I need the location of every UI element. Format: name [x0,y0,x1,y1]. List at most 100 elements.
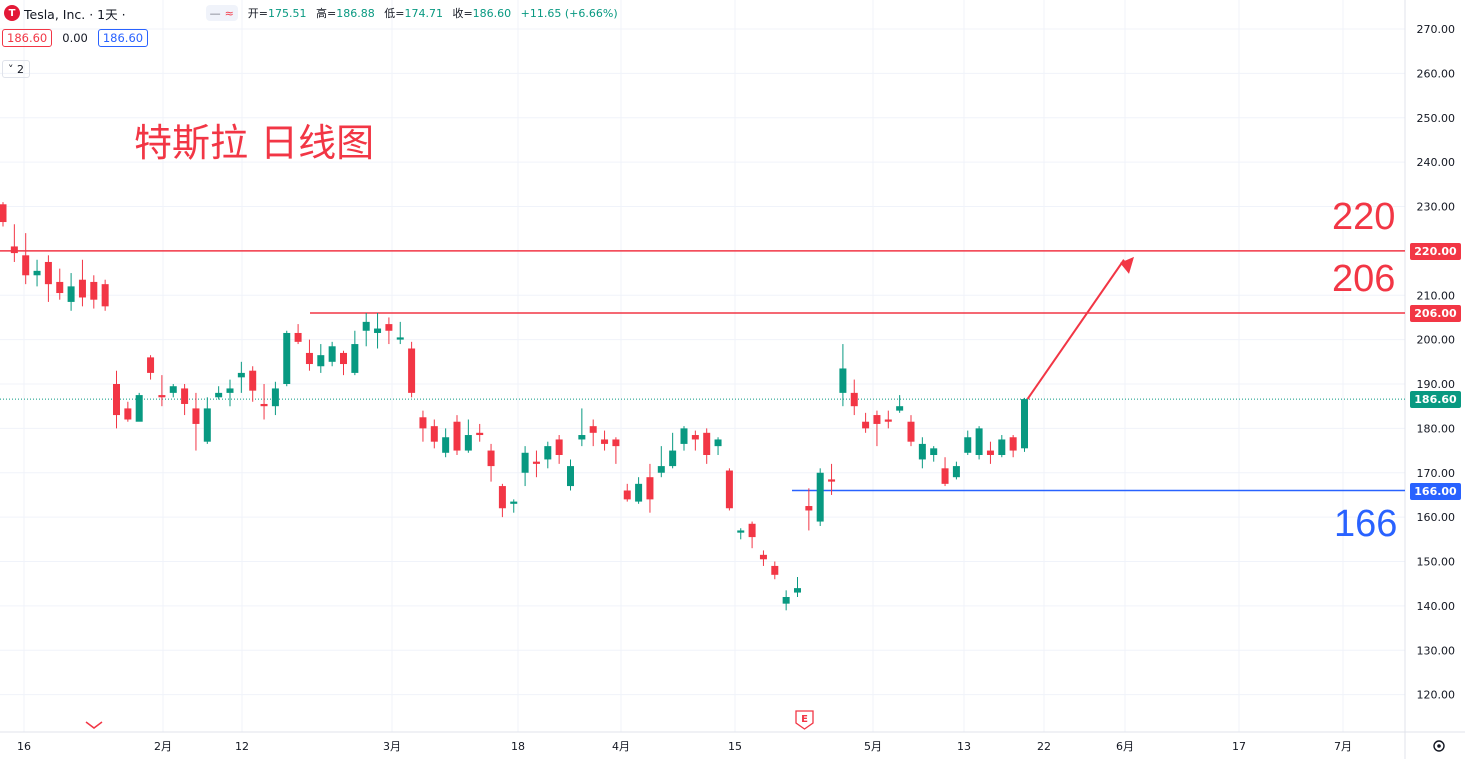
buy-button[interactable]: 186.60 [97,29,149,47]
candle [884,410,892,429]
candle-body [873,415,881,424]
y-tick-label: 170.00 [1417,467,1456,480]
minus-icon[interactable]: — [209,6,221,20]
candle-body [657,466,665,473]
level-166-label: 166 [1334,503,1398,545]
candle [192,392,200,451]
candle-body [521,452,529,473]
candle-body [578,435,586,440]
candle [680,426,688,451]
candle [759,550,767,566]
price-tag-220: 220.00 [1410,243,1461,260]
y-tick-label: 210.00 [1417,289,1456,302]
candle [78,259,86,307]
settings-icon[interactable] [1433,740,1445,752]
candle-body [419,417,427,429]
candle-body [215,392,223,398]
candle-body [203,408,211,442]
candle [691,430,699,451]
y-tick-label: 160.00 [1417,511,1456,524]
candle [623,483,631,502]
candle [986,441,994,464]
candle-body [362,321,370,331]
candle [408,341,416,398]
candle-body [101,284,109,307]
y-tick-label: 190.00 [1417,378,1456,391]
candle [521,446,529,487]
candle-body [487,450,495,467]
time-axis[interactable]: 16 2月 12 3月 18 4月 15 5月 13 22 6月 17 7月 [17,740,1445,753]
candle-body [635,483,643,502]
candle-body [612,439,620,447]
y-tick-label: 200.00 [1417,334,1456,347]
candle [442,428,450,458]
candle-body [964,437,972,453]
price-level-lines [0,250,1405,492]
candle [328,341,336,367]
candle-body [260,403,268,407]
candle [896,395,904,413]
candle [237,361,245,393]
candle [10,224,18,262]
candle-body [249,370,257,391]
candle-body [1009,437,1017,451]
candle [657,446,665,478]
candle [816,468,824,526]
candle-body [33,270,41,276]
candle-body [601,439,609,444]
candle [862,412,870,433]
candle-body [351,344,359,373]
earnings-marker-icon [795,710,814,730]
tesla-logo-icon: T [4,5,20,21]
x-tick-label: 6月 [1116,740,1134,753]
candle [362,313,370,347]
candle-body [567,466,574,487]
x-tick-label: 17 [1232,740,1246,753]
candle [1009,435,1017,458]
open-value: 175.51 [268,7,307,20]
candle-body [896,406,904,411]
candle [351,330,359,376]
candle-body [396,337,404,340]
high-value: 186.88 [336,7,375,20]
visibility-pill[interactable]: — ≈ [205,5,238,21]
candle [771,561,779,580]
candle [635,477,643,504]
candle-body [498,486,506,509]
candle-body [646,477,654,500]
candle [612,437,620,464]
candle-body [532,461,540,464]
price-axis[interactable]: 120.00 130.00 140.00 150.00 160.00 170.00 180.… [1417,23,1456,702]
candle [0,202,7,227]
y-tick-label: 250.00 [1417,112,1456,125]
x-tick-label: 16 [17,740,31,753]
candle-body [884,419,892,422]
y-tick-label: 240.00 [1417,156,1456,169]
candle [169,384,177,398]
candle-body [374,328,382,333]
price-tag-206: 206.00 [1410,305,1461,322]
candle [805,488,813,531]
candle-body [169,386,177,393]
candle [918,437,926,469]
candle-body [147,357,155,373]
candle-body [816,472,824,522]
low-label: 低= [384,7,405,20]
wave-icon[interactable]: ≈ [224,6,234,20]
candle-body [283,332,291,384]
candle [294,324,302,345]
sell-button[interactable]: 186.60 [2,29,53,47]
x-tick-label: 4月 [612,740,630,753]
spread-value: 0.00 [62,31,88,45]
y-tick-label: 130.00 [1417,644,1456,657]
candle-body [453,421,461,451]
level-220-label: 220 [1332,196,1396,238]
candle [147,355,155,380]
candle [67,273,75,311]
candle [714,437,722,455]
indicators-toggle[interactable]: ˅ 2 [2,60,30,78]
symbol-label[interactable]: Tesla, Inc. · 1天 · [24,6,126,22]
candle [396,321,404,345]
candle [340,350,347,376]
